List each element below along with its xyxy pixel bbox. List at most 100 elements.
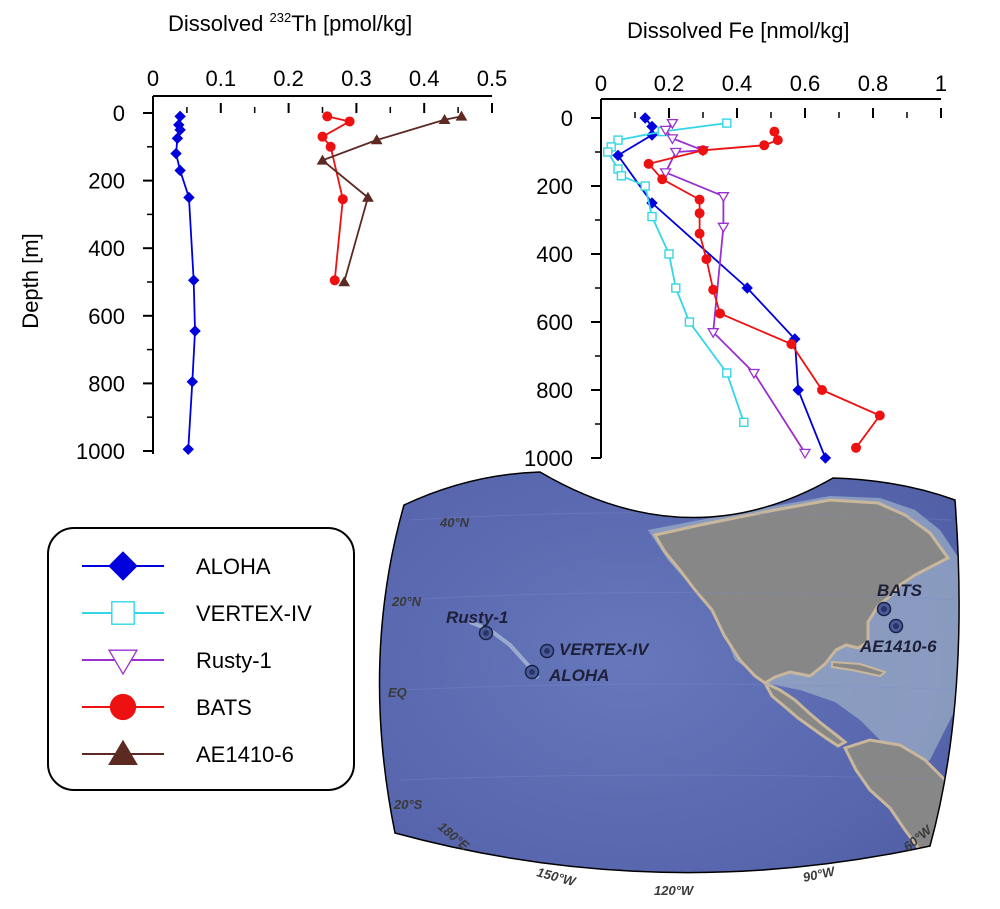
fe-point-vertex-iv xyxy=(640,181,650,191)
fe-point-bats xyxy=(772,135,783,146)
th232-x-tick-label: 0.2 xyxy=(273,66,304,91)
th232-point-aloha xyxy=(186,376,199,388)
fe-point-rusty-1 xyxy=(747,368,761,380)
fe-point-aloha xyxy=(819,452,832,464)
fe-point-bats xyxy=(694,208,705,219)
fe-point-vertex-iv xyxy=(684,317,695,327)
th232-point-ae1410-6 xyxy=(370,134,383,145)
fe-point-vertex-iv xyxy=(739,417,749,427)
th232-y-tick-label: 400 xyxy=(88,236,125,261)
fe-point-bats xyxy=(786,339,797,350)
fe-series xyxy=(603,112,885,464)
legend-label: VERTEX-IV xyxy=(196,601,312,626)
fe-point-vertex-iv xyxy=(603,147,613,157)
th232-point-aloha xyxy=(182,443,194,456)
th232-point-bats xyxy=(344,116,355,127)
legend-label: ALOHA xyxy=(196,554,271,579)
fe-y-ticks: 0 200 400 600 800 1000 xyxy=(524,106,601,471)
legend-label: BATS xyxy=(196,695,252,720)
th232-series-ae1410-6 xyxy=(316,110,468,287)
th232-series-bats xyxy=(317,111,355,286)
th232-point-bats xyxy=(322,111,333,122)
th232-x-tick-label: 0.3 xyxy=(341,66,372,91)
th232-point-aloha xyxy=(183,191,195,204)
fe-point-vertex-iv xyxy=(722,118,732,128)
legend-label: AE1410-6 xyxy=(196,742,294,767)
lon-label-90w: 90°W xyxy=(802,863,838,885)
station-vertex-iv: VERTEX-IV xyxy=(539,640,650,659)
th232-series-aloha xyxy=(170,110,201,456)
station-marker-dot xyxy=(881,606,887,612)
station-label-rusty-1: Rusty-1 xyxy=(446,608,508,627)
fe-point-bats xyxy=(715,308,725,319)
th232-point-aloha xyxy=(189,325,201,337)
th232-point-aloha xyxy=(187,274,200,287)
fe-point-bats xyxy=(694,194,705,205)
fe-point-bats xyxy=(851,442,861,453)
fe-x-tick-label: 0.6 xyxy=(790,71,821,96)
station-label-bats: BATS xyxy=(877,581,923,600)
lat-label-eq: EQ xyxy=(388,685,407,700)
th232-point-ae1410-6 xyxy=(455,110,468,121)
th232-point-bats xyxy=(317,131,328,142)
legend-item-ae1410-6: AE1410-6 xyxy=(82,739,294,767)
station-marker-dot xyxy=(483,630,489,636)
fe-y-tick-label: 200 xyxy=(536,174,573,199)
th232-y-tick-label: 800 xyxy=(88,371,125,396)
legend-swatch-marker xyxy=(111,601,135,625)
fe-point-vertex-iv xyxy=(664,249,674,259)
th232-y-tick-label: 600 xyxy=(88,304,125,329)
th232-axis-title: Dissolved 232Th [pmol/kg] xyxy=(168,10,412,36)
fe-x-tick-label: 0.4 xyxy=(722,71,753,96)
legend-swatch-marker xyxy=(109,693,137,721)
th232-point-ae1410-6 xyxy=(338,276,351,287)
fe-line-bats xyxy=(646,131,882,449)
th232-x-ticks: 0 0.1 0.2 0.3 0.4 0.5 xyxy=(147,66,507,113)
legend-item-rusty-1: Rusty-1 xyxy=(82,648,272,676)
th232-point-bats xyxy=(337,194,348,205)
fe-point-bats xyxy=(698,145,708,156)
fe-y-tick-label: 400 xyxy=(536,242,573,267)
fe-point-bats xyxy=(643,158,654,169)
fe-point-rusty-1 xyxy=(707,328,720,339)
fe-point-vertex-iv xyxy=(722,368,732,378)
station-label-ae1410-6: AE1410-6 xyxy=(859,637,937,656)
station-ae1410-6: AE1410-6 xyxy=(859,618,937,656)
fe-point-bats xyxy=(657,174,668,185)
station-marker-dot xyxy=(893,623,899,629)
depth-axis-title: Depth [m] xyxy=(18,233,43,328)
legend-swatch-marker xyxy=(108,551,138,581)
th232-point-aloha xyxy=(174,124,186,136)
fe-point-bats xyxy=(701,254,712,265)
fe-point-bats xyxy=(817,385,827,395)
station-marker-dot xyxy=(544,648,550,654)
caribbean-islands xyxy=(831,660,888,678)
lon-label-120w: 120°W xyxy=(654,883,695,898)
fe-series-vertex-iv xyxy=(603,118,749,427)
legend-item-vertex-iv: VERTEX-IV xyxy=(82,601,312,626)
map-body xyxy=(379,472,960,873)
fe-point-rusty-1 xyxy=(666,118,679,130)
fe-point-rusty-1 xyxy=(798,448,812,460)
fe-line-aloha xyxy=(616,117,827,459)
fe-point-rusty-1 xyxy=(659,125,672,137)
station-marker-dot xyxy=(529,669,535,675)
th232-point-aloha xyxy=(171,132,184,145)
fe-x-ticks: 0 0.2 0.4 0.6 0.8 1 xyxy=(595,71,947,118)
legend-box xyxy=(47,527,355,791)
central-america xyxy=(761,679,848,748)
th232-point-aloha xyxy=(174,164,186,177)
legend-item-aloha: ALOHA xyxy=(82,551,271,581)
legend-label: Rusty-1 xyxy=(196,648,272,673)
graticule-20s xyxy=(399,774,959,781)
fe-point-bats xyxy=(759,140,770,151)
lat-label-40n: 40°N xyxy=(439,515,470,530)
fe-x-tick-label: 0.2 xyxy=(654,71,685,96)
th232-point-ae1410-6 xyxy=(316,154,329,165)
station-label-vertex-iv: VERTEX-IV xyxy=(559,640,650,659)
fe-point-bats xyxy=(769,126,780,137)
fe-point-vertex-iv xyxy=(647,211,657,222)
fe-point-bats xyxy=(708,284,719,295)
th232-point-ae1410-6 xyxy=(362,191,374,202)
th232-panel: Dissolved 232Th [pmol/kg] Depth [m] 0 0.1… xyxy=(18,10,507,464)
